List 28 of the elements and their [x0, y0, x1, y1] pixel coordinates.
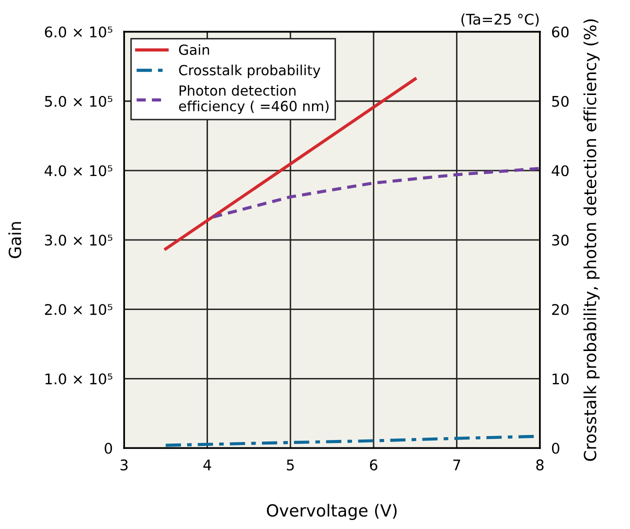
y2-tick-label: 20 — [552, 304, 569, 316]
x-tick-label: 4 — [203, 460, 212, 470]
y2-axis-title: Crosstalk probability, photon detection efficiency (%) — [583, 19, 600, 461]
y2-tick-label: 50 — [552, 96, 569, 107]
legend-label: Crosstalk probability — [179, 64, 320, 78]
y2-tick-label: 30 — [552, 234, 569, 246]
y-tick-label: 0 — [104, 442, 112, 454]
x-tick-label: 8 — [536, 459, 544, 470]
y-tick-label: 3.0 × 10⁵ — [45, 234, 112, 246]
y-tick-label: 6.0 × 10⁵ — [44, 26, 112, 38]
legend-label: Photon detection efficiency ( =460 nm) — [179, 85, 329, 114]
y2-tick-label: 40 — [552, 165, 569, 176]
y-tick-label: 1.0 × 10⁵ — [46, 373, 112, 384]
line-series — [212, 166, 540, 219]
y-tick-label: 2.0 × 10⁵ — [44, 304, 112, 316]
x-tick-label: 7 — [453, 460, 460, 470]
y-tick-label: 4.0 × 10⁵ — [44, 165, 112, 176]
y-tick-label: 5.0 × 10⁵ — [45, 96, 112, 107]
y2-tick-label: 60 — [552, 26, 569, 38]
x-axis-title: Overvoltage (V) — [266, 504, 397, 520]
x-tick-label: 3 — [120, 459, 128, 470]
y2-tick-label: 0 — [552, 442, 560, 454]
y-axis-title: Gain — [8, 222, 22, 258]
x-tick-label: 6 — [370, 459, 378, 470]
text: (Ta=25 °C) — [461, 13, 539, 26]
y2-tick-label: 10 — [552, 373, 569, 384]
legend-label: Gain — [179, 44, 210, 55]
x-tick-label: 5 — [286, 460, 294, 470]
